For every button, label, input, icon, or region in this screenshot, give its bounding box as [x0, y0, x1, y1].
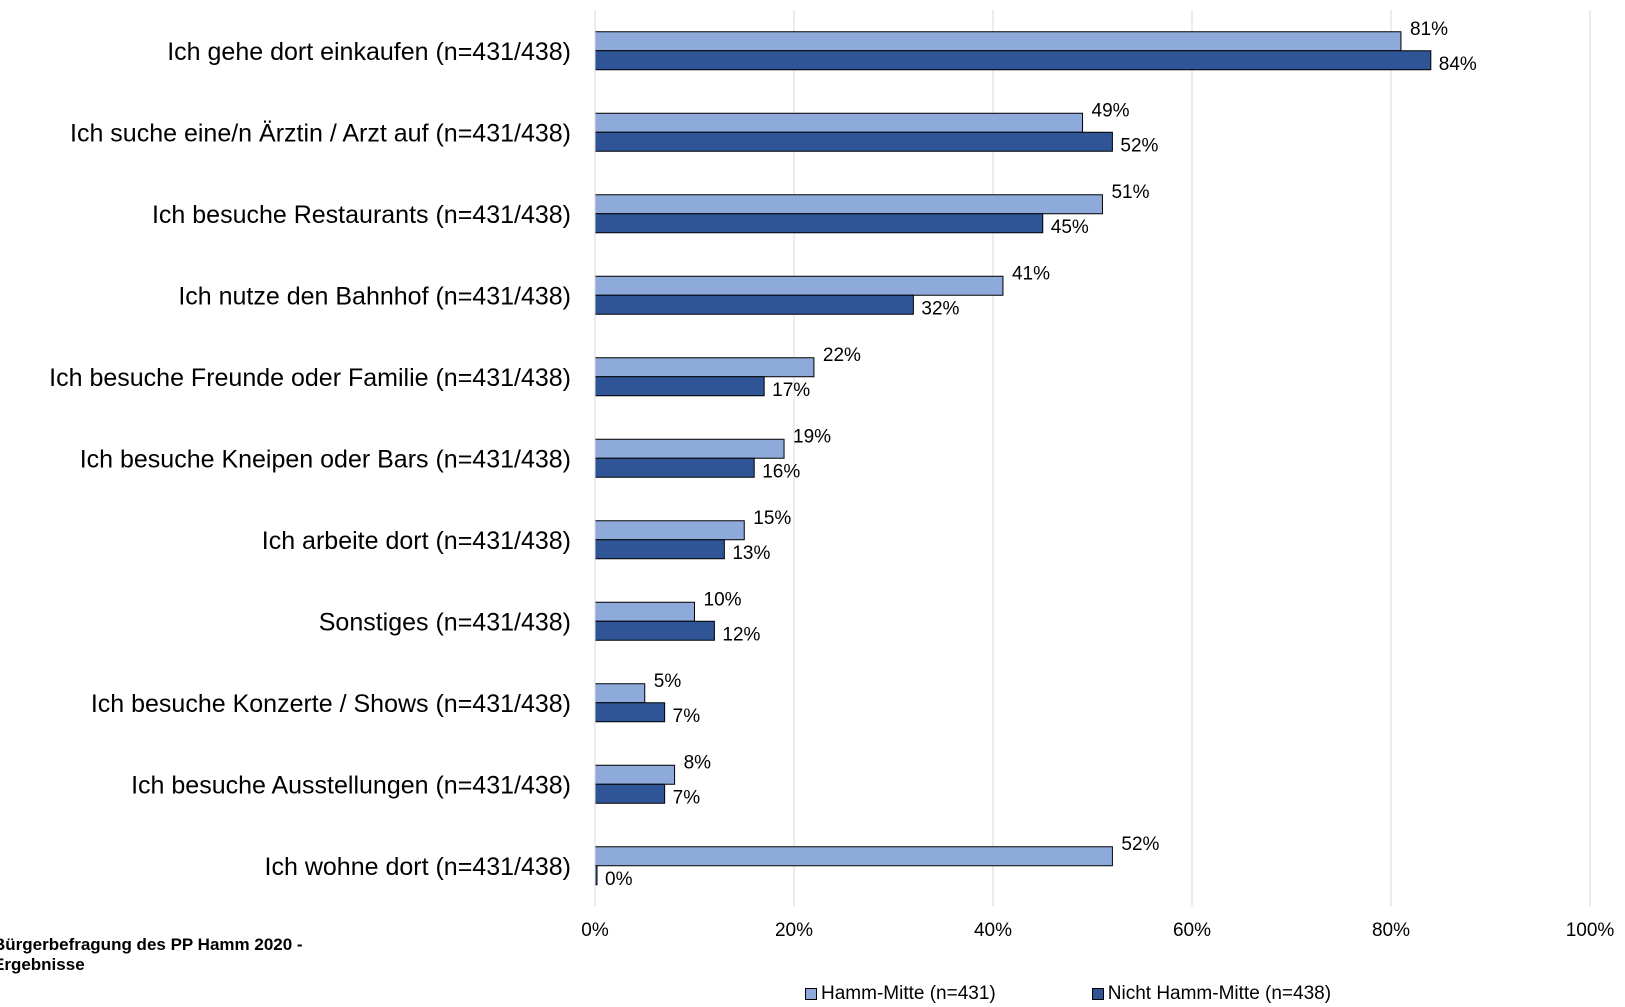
data-label: 5%: [654, 671, 682, 692]
bar: [594, 702, 666, 723]
x-tick-label: 60%: [1173, 920, 1211, 941]
data-label: 41%: [1012, 263, 1050, 284]
data-label: 0%: [605, 869, 633, 890]
bar: [594, 112, 1084, 133]
data-label: 15%: [753, 508, 791, 529]
data-label: 19%: [793, 426, 831, 447]
category-label: Ich suche eine/n Ärztin / Arzt auf (n=43…: [70, 119, 571, 147]
bar: [594, 275, 1004, 296]
category-label: Ich besuche Freunde oder Familie (n=431/…: [49, 364, 571, 392]
bar: [594, 846, 1113, 867]
data-label: 81%: [1410, 19, 1448, 40]
bar: [594, 376, 765, 397]
legend-label: Nicht Hamm-Mitte (n=438): [1107, 983, 1332, 1004]
bar-chart: Ich gehe dort einkaufen (n=431/438) 81% 84…: [49, 10, 1615, 941]
bar: [594, 294, 914, 315]
bar: [594, 520, 745, 541]
data-label: 51%: [1111, 182, 1149, 203]
category-label: Sonstiges (n=431/438): [319, 608, 571, 636]
bar: [594, 438, 785, 459]
legend-item-hamm-mitte: Hamm-Mitte (n=431): [805, 983, 996, 1005]
bar: [594, 213, 1044, 234]
category-label: Ich besuche Ausstellungen (n=431/438): [131, 771, 571, 799]
category-label: Ich arbeite dort (n=431/438): [262, 527, 571, 555]
bar: [594, 457, 755, 478]
bar: [594, 131, 1113, 152]
data-label: 17%: [772, 380, 810, 401]
bar: [594, 194, 1103, 215]
bar: [594, 683, 646, 704]
bar: [594, 764, 676, 785]
data-label: 13%: [732, 543, 770, 564]
legend-swatch-light: [805, 988, 817, 1000]
x-tick-label: 80%: [1372, 920, 1410, 941]
category-label: Ich wohne dort (n=431/438): [265, 853, 571, 881]
data-label: 52%: [1120, 135, 1158, 156]
category-label: Ich besuche Restaurants (n=431/438): [152, 201, 571, 229]
footer-source: Bürgerbefragung des PP Hamm 2020 - Ergebn…: [0, 935, 303, 975]
data-label: 22%: [823, 345, 861, 366]
data-label: 52%: [1121, 834, 1159, 855]
data-label: 7%: [673, 706, 701, 727]
bar: [594, 783, 666, 804]
footer-line-2: Ergebnisse: [0, 955, 85, 974]
bar: [594, 539, 725, 560]
bar: [594, 31, 1402, 52]
footer-line-1: Bürgerbefragung des PP Hamm 2020 -: [0, 935, 303, 954]
x-tick-label: 100%: [1566, 920, 1615, 941]
data-label: 84%: [1439, 54, 1477, 75]
data-label: 10%: [704, 589, 742, 610]
legend: Hamm-Mitte (n=431) Nicht Hamm-Mitte (n=4…: [805, 983, 1427, 1005]
data-label: 45%: [1051, 217, 1089, 238]
legend-item-nicht-hamm-mitte: Nicht Hamm-Mitte (n=438): [1091, 983, 1332, 1005]
legend-swatch-dark: [1091, 988, 1104, 1000]
x-tick-label: 0%: [581, 920, 609, 941]
x-tick-label: 20%: [775, 920, 813, 941]
category-label: Ich besuche Konzerte / Shows (n=431/438): [91, 690, 571, 718]
data-label: 8%: [684, 752, 712, 773]
bar: [594, 620, 715, 641]
bar: [594, 601, 695, 622]
data-label: 32%: [921, 298, 959, 319]
bar: [594, 50, 1432, 71]
bar: [594, 357, 815, 378]
legend-label: Hamm-Mitte (n=431): [821, 983, 996, 1004]
x-tick-label: 40%: [974, 920, 1012, 941]
data-label: 12%: [722, 624, 760, 645]
data-label: 49%: [1092, 100, 1130, 121]
category-label: Ich nutze den Bahnhof (n=431/438): [178, 282, 571, 310]
data-label: 7%: [673, 787, 701, 808]
category-label: Ich gehe dort einkaufen (n=431/438): [167, 38, 571, 66]
data-label: 16%: [762, 461, 800, 482]
category-label: Ich besuche Kneipen oder Bars (n=431/438…: [80, 445, 571, 473]
